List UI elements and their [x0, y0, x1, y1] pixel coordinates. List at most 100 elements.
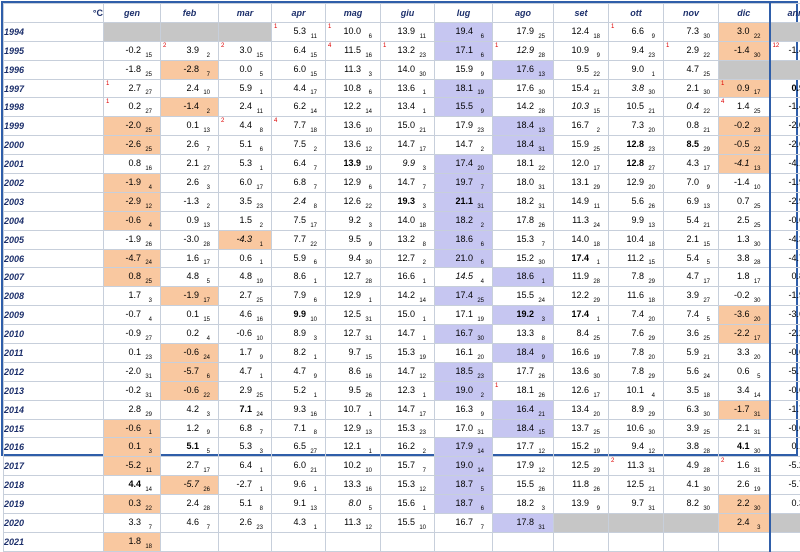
- temperature-value: 19.0: [455, 460, 473, 470]
- day-label: 15: [365, 355, 372, 361]
- temperature-value: 15.5: [397, 517, 415, 527]
- day-label: 31: [538, 147, 545, 153]
- day-label: 25: [145, 72, 152, 78]
- year-label: 1995: [4, 41, 104, 60]
- day-label: 17: [419, 412, 426, 418]
- temperature-value: 15.3: [397, 347, 415, 357]
- day-label: 26: [365, 393, 372, 399]
- day-label: 15: [648, 260, 655, 266]
- temperature-value: 11.9: [572, 271, 589, 281]
- month-header-ago: ago: [493, 4, 554, 23]
- year-label: 2000: [4, 136, 104, 155]
- day-label: 26: [145, 242, 152, 248]
- annual-cell: [770, 514, 800, 533]
- temperature-value: 3.9: [686, 290, 699, 300]
- day-label: 8: [314, 430, 317, 436]
- day-label: 24: [703, 374, 710, 380]
- day-label: 22: [703, 109, 710, 115]
- temperature-value: 5.3: [239, 441, 252, 451]
- temperature-value: 9.5: [348, 385, 361, 395]
- day-label: 21: [703, 223, 710, 229]
- temperature-value: 8.9: [293, 328, 306, 338]
- temperature-value: 7.7: [293, 120, 306, 130]
- day-label: 13: [203, 223, 210, 229]
- temperature-value: 18.6: [516, 271, 534, 281]
- temperature-value: 6.5: [293, 441, 306, 451]
- day-label: 6: [481, 260, 484, 266]
- day-label: 14: [365, 109, 372, 115]
- red-marker: 4: [328, 43, 331, 49]
- year-label: 2010: [4, 325, 104, 344]
- temperature-value: 5.9: [293, 253, 306, 263]
- temperature-value: 8.4: [576, 328, 589, 338]
- temperature-value: -4.1: [734, 158, 750, 168]
- temperature-value: 0.8: [686, 120, 699, 130]
- temperature-value: -1.4: [734, 45, 750, 55]
- day-label: 2: [260, 223, 263, 229]
- year-label: 1998: [4, 98, 104, 117]
- day-label: 1: [423, 336, 426, 342]
- temperature-value: 10.4: [626, 234, 644, 244]
- temperature-value: 12.0: [571, 158, 589, 168]
- temperature-value: -0.6: [788, 215, 800, 225]
- annual-cell: -5.726/02: [770, 476, 800, 495]
- annual-cell: -0.601/01: [770, 419, 800, 438]
- temperature-value: 19.7: [455, 177, 473, 187]
- temperature-value: -1.9: [125, 234, 141, 244]
- temperature-value: -5.7: [183, 366, 199, 376]
- day-label: 31: [538, 185, 545, 191]
- temperature-value: 21.0: [455, 253, 473, 263]
- temperature-value: 15.0: [397, 309, 415, 319]
- day-label: 21: [648, 109, 655, 115]
- day-label: 31: [477, 204, 484, 210]
- temperature-value: -0.6: [788, 347, 800, 357]
- annual-cell: [770, 60, 800, 79]
- temperature-value: 5.9: [239, 83, 252, 93]
- temperature-value: 9.4: [631, 45, 644, 55]
- day-label: 14: [419, 298, 426, 304]
- temperature-value: -0.2: [734, 290, 750, 300]
- day-label: 30: [703, 412, 710, 418]
- day-label: 7: [314, 166, 317, 172]
- day-label: 13: [310, 506, 317, 512]
- day-label: 12: [419, 487, 426, 493]
- temperature-value: 1.7: [239, 347, 252, 357]
- day-label: 15: [310, 72, 317, 78]
- annual-cell: -2.912/01: [770, 192, 800, 211]
- day-label: 25: [477, 298, 484, 304]
- year-label: 2004: [4, 211, 104, 230]
- day-label: 11: [146, 468, 152, 474]
- day-label: 25: [754, 204, 761, 210]
- day-label: 3: [207, 412, 210, 418]
- day-label: 1: [423, 317, 426, 323]
- year-label: 2017: [4, 457, 104, 476]
- temperature-value: 13.3: [516, 328, 534, 338]
